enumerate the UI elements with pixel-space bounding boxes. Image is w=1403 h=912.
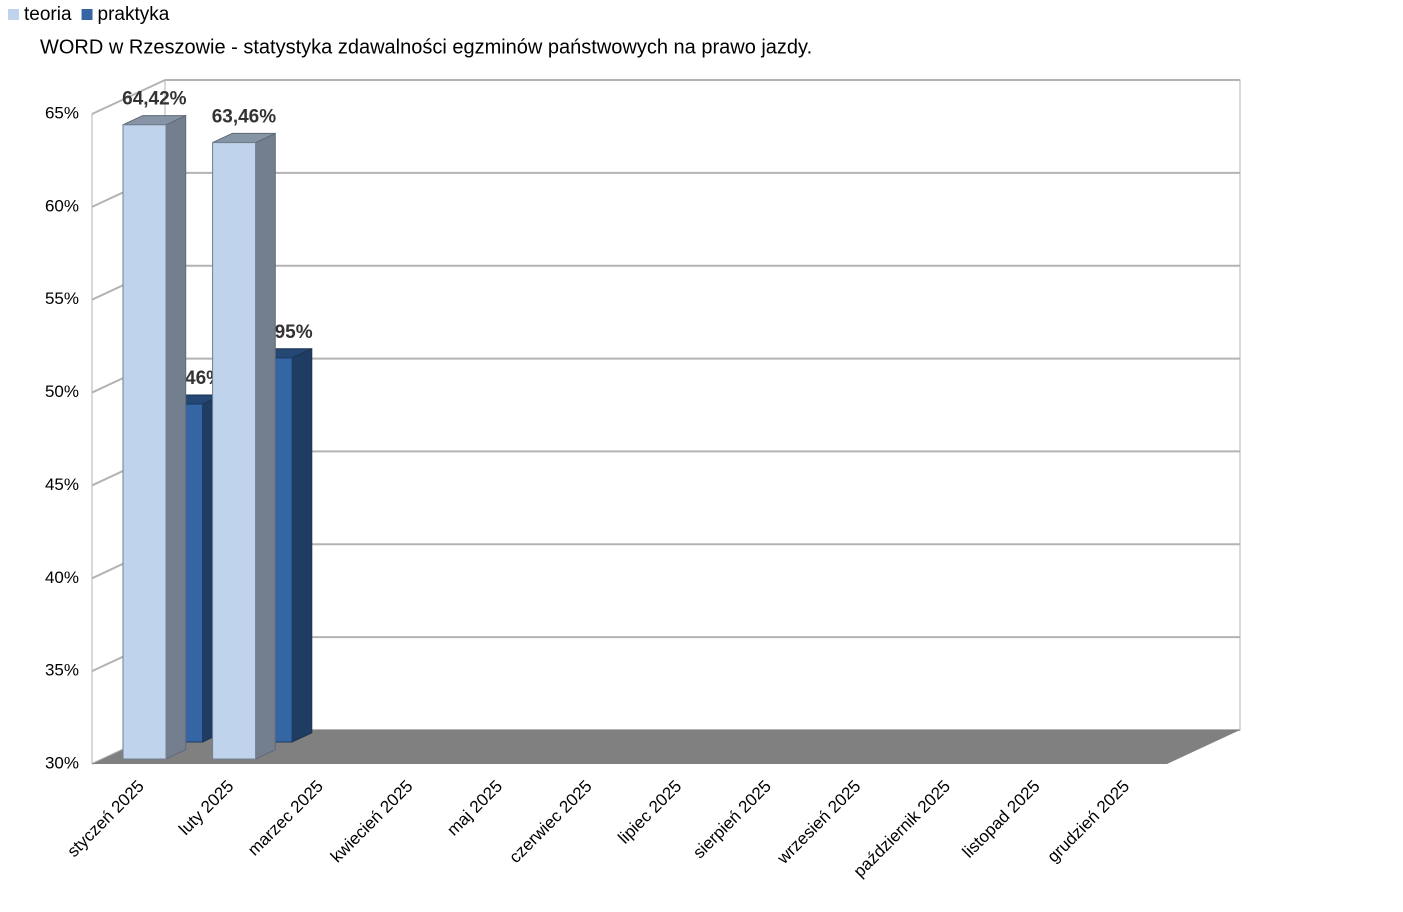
x-tick-label: luty 2025 [175, 777, 237, 839]
bar [212, 142, 257, 760]
x-tick-label: listopad 2025 [959, 777, 1044, 862]
y-tick-label: 60% [45, 196, 79, 215]
x-tick-label: lipiec 2025 [614, 777, 685, 848]
x-tick-label: kwiecień 2025 [327, 777, 417, 867]
y-tick-label: 35% [45, 661, 79, 680]
legend-swatch [81, 9, 93, 20]
chart-title: WORD w Rzeszowie - statystyka zdawalnośc… [40, 36, 812, 58]
legend-label: praktyka [98, 4, 170, 25]
value-label: 64,42% [122, 89, 187, 110]
bar-side [291, 347, 313, 743]
y-tick-label: 55% [45, 289, 79, 308]
y-tick-label: 40% [45, 568, 79, 587]
x-tick-label: sierpień 2025 [689, 777, 775, 863]
y-tick-label: 45% [45, 475, 79, 494]
x-tick-label: czerwiec 2025 [505, 777, 595, 867]
bar [122, 124, 167, 760]
grid-line [91, 79, 166, 115]
bar-side [165, 114, 187, 760]
legend-swatch [8, 9, 19, 20]
x-tick-label: maj 2025 [443, 777, 506, 840]
legend-label: teoria [24, 4, 72, 25]
x-tick-label: październik 2025 [850, 777, 954, 881]
x-tick-label: wrzesień 2025 [773, 777, 865, 869]
floor [92, 730, 1240, 764]
x-tick-label: grudzień 2025 [1044, 777, 1134, 867]
y-tick-label: 30% [45, 753, 79, 772]
bar-side [255, 132, 276, 760]
y-tick-label: 65% [45, 103, 79, 122]
x-tick-label: marzec 2025 [244, 777, 327, 860]
x-tick-label: styczeń 2025 [64, 777, 148, 861]
y-tick-label: 50% [45, 382, 79, 401]
value-label: 63,46% [212, 106, 277, 127]
back-wall [164, 79, 1241, 731]
